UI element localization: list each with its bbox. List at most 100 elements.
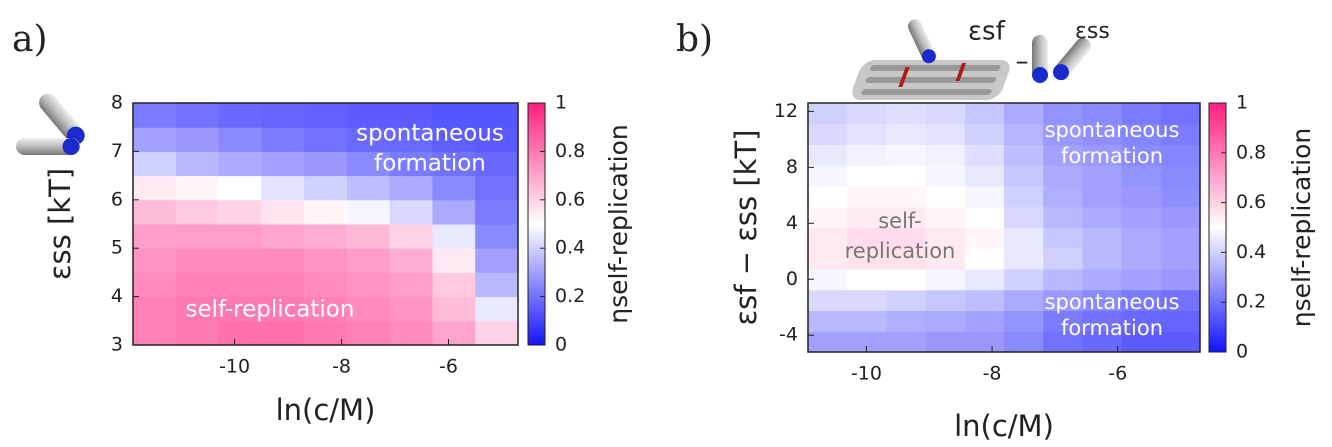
heatmap-cell [475,320,519,346]
heatmap-cell [1160,144,1201,166]
heatmap-cell [432,320,476,346]
heatmap-cell [1043,206,1083,228]
heatmap-cell [847,206,887,228]
heatmap-cell [925,186,966,208]
heatmap-cell [808,331,848,353]
heatmap-cell [1121,269,1162,291]
heatmap-cell [847,165,887,187]
heatmap-cell [133,272,177,298]
heatmap-cell [1160,248,1201,270]
heatmap-cell [432,296,476,322]
y-tick-label: 7 [111,140,123,162]
heatmap-cell [261,175,305,201]
annotation: self-replication [186,297,355,323]
heatmap-cell [1082,269,1123,291]
heatmap-cell [432,175,476,201]
heatmap-cell [1121,165,1162,187]
heatmap-cell [847,331,887,353]
heatmap-cell [925,331,966,353]
heatmap-cell [346,175,391,201]
annotation: replication [845,239,956,263]
heatmap-cell [1082,144,1123,166]
heatmap-cell [1160,269,1201,291]
heatmap-cell [925,269,966,291]
heatmap-cell [175,320,220,346]
heatmap-cell [847,227,887,249]
heatmap-cell [432,224,476,249]
colorbar-tick-label: 0.8 [555,140,585,162]
heatmap-cell [1043,331,1083,353]
heatmap-cell [1121,331,1162,353]
heatmap-cell [261,127,305,152]
heatmap-cell [261,199,305,225]
heatmap-cell [808,186,848,208]
fibril-schematic [852,19,1091,100]
heatmap-cell [1160,123,1201,145]
colorbar-label: ηself-replication [1287,128,1316,327]
y-tick-label: 3 [111,334,123,356]
heatmap-cell [346,224,391,249]
heatmap-cell [432,151,476,177]
heatmap-cell [218,175,262,201]
x-tick-label: -6 [439,356,458,378]
heatmap-cell [1004,165,1044,187]
heatmap-cell [133,103,177,128]
heatmap-cell [964,103,1005,125]
heatmap-cell [346,151,391,177]
heatmap-cell [808,248,848,270]
heatmap-cell [808,227,848,249]
heatmap-cell [261,103,305,128]
colorbar-label: ηself-replication [604,124,633,323]
y-axis-label: εsf − εss [kT] [729,130,763,326]
heatmap-cell [261,248,305,273]
colorbar [527,102,546,346]
heatmap-cell [1121,206,1162,228]
heatmap-cell [1082,289,1123,311]
y-tick-label: -4 [779,324,798,346]
heatmap-cell [1004,289,1044,311]
heatmap-cell [1160,331,1201,353]
heatmap-cell [346,199,391,225]
heatmap-cell [808,289,848,311]
heatmap-cell [1082,103,1123,125]
heatmap-cell [475,151,519,177]
heatmap-cell [133,248,177,273]
heatmap-cell [175,151,220,177]
heatmap-cell [261,272,305,298]
heatmap-cell [304,127,348,152]
heatmap-cell [304,199,348,225]
heatmap-cell [1004,248,1044,270]
heatmap-cell [261,151,305,177]
heatmap-cell [389,272,433,298]
heatmap-cell [304,248,348,273]
heatmap-cell [925,165,966,187]
annotation: spontaneous [1045,118,1180,142]
heatmap-cell [1043,269,1083,291]
heatmap-cell [886,227,927,249]
heatmap-cell [847,310,887,332]
heatmap-cell [964,289,1005,311]
schematic-label: εsf [968,17,1006,47]
colorbar-tick-label: 1 [1236,92,1248,114]
heatmap-cell [886,269,927,291]
heatmap-cell [886,310,927,332]
x-tick-label: -6 [1108,363,1127,385]
colorbar-tick-label: 0.4 [1236,241,1266,263]
heatmap-cell [1121,186,1162,208]
heatmap-cell [1004,206,1044,228]
heatmap-cell [175,175,220,201]
colorbar-tick-label: 0 [555,334,567,356]
heatmap-cell [432,248,476,273]
heatmap-cell [964,206,1005,228]
heatmap-cell [133,151,177,177]
heatmap-cell [1160,165,1201,187]
heatmap-cell [886,144,927,166]
y-axis-label: εss [kT] [43,168,77,280]
heatmap-cell [964,269,1005,291]
heatmap-cell [304,103,348,128]
heatmap-cell [1160,186,1201,208]
heatmap-cell [304,224,348,249]
x-tick-label: -10 [219,356,250,378]
x-axis-label: ln(c/M) [954,409,1054,443]
heatmap-cell [964,331,1005,353]
